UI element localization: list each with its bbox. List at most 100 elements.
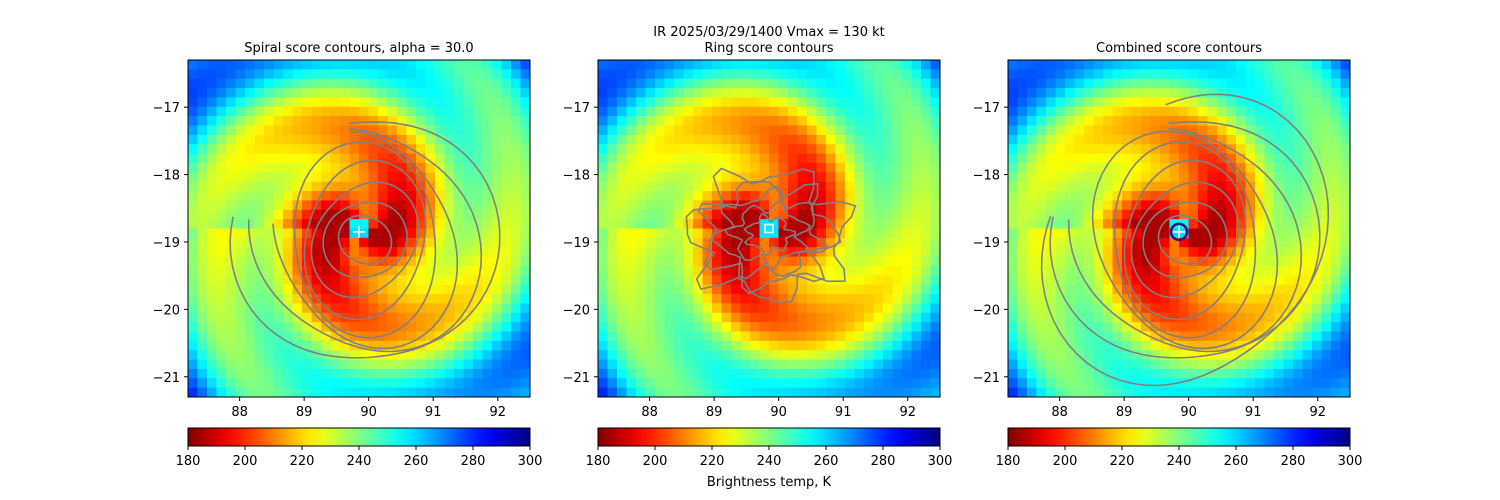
pixel [693,181,704,192]
pixel [1226,209,1237,220]
pixel [835,219,846,230]
contour-line [697,180,842,295]
pixel [759,116,770,127]
pixel [807,265,818,276]
pixel [1141,162,1152,173]
pixel [302,69,313,80]
pixel [636,219,647,230]
colorbar: 180 200 220 240 260 280 300 [996,427,1362,469]
pixel [1198,209,1209,220]
pixel [1331,237,1342,248]
pixel [845,162,856,173]
pixel [463,172,474,183]
pixel [1274,60,1285,70]
pixel [1093,209,1104,220]
pixel [902,256,913,267]
pixel [1236,116,1247,127]
pixel [664,387,675,397]
pixel [1150,88,1161,99]
pixel [816,125,827,136]
pixel [340,237,351,248]
pixel [273,237,284,248]
pixel [463,265,474,276]
pixel [607,125,618,136]
pixel [197,116,208,127]
pixel [492,88,503,99]
pixel [1207,162,1218,173]
pixel [188,359,199,370]
pixel [1236,359,1247,370]
pixel [731,153,742,164]
pixel [1321,387,1332,397]
pixel [254,350,265,361]
pixel [359,172,370,183]
pixel [731,228,742,239]
pixel [1179,106,1190,117]
pixel [655,88,666,99]
pixel [664,312,675,323]
pixel [511,387,522,397]
pixel [845,331,856,342]
pixel [1017,78,1028,89]
pixel [826,303,837,314]
pixel [702,97,713,108]
pixel [1055,78,1066,89]
pixel [788,162,799,173]
pixel [330,191,341,202]
pixel [636,209,647,220]
pixel [501,106,512,117]
pixel [207,275,218,286]
pixel [292,359,303,370]
pixel [359,294,370,304]
pixel [759,106,770,117]
pixel [645,247,656,258]
pixel [1027,69,1038,80]
pixel [674,144,685,155]
pixel [1131,181,1142,192]
pixel [273,172,284,183]
pixel [607,303,618,314]
pixel [1131,78,1142,89]
pixel [712,378,723,389]
pixel [712,172,723,183]
pixel [769,303,780,314]
pixel [1084,162,1095,173]
pixel [750,237,761,248]
pixel [197,294,208,304]
pixel [416,350,427,361]
pixel [283,200,294,211]
pixel [1331,97,1342,108]
pixel [1103,378,1114,389]
pixel [1169,275,1180,286]
pixel [1226,228,1237,239]
pixel [655,228,666,239]
pixel [235,60,246,70]
pixel [330,116,341,127]
pixel [759,340,770,351]
pixel [883,331,894,342]
pixel [1312,312,1323,323]
pixel [387,209,398,220]
pixel [1131,116,1142,127]
pixel [807,350,818,361]
pixel [626,191,637,202]
pixel [292,88,303,99]
pixel [311,69,322,80]
pixel [674,209,685,220]
pixel [197,97,208,108]
pixel [750,60,761,70]
colorbar-tick-label: 280 [461,454,486,469]
pixel [702,284,713,295]
pixel [501,256,512,267]
pixel [683,106,694,117]
pixel [245,312,256,323]
pixel [1150,191,1161,202]
pixel [425,284,436,295]
pixel [473,219,484,230]
pixel [406,350,417,361]
pixel [368,247,379,258]
pixel [425,191,436,202]
pixel [406,191,417,202]
pixel [406,209,417,220]
pixel [645,144,656,155]
